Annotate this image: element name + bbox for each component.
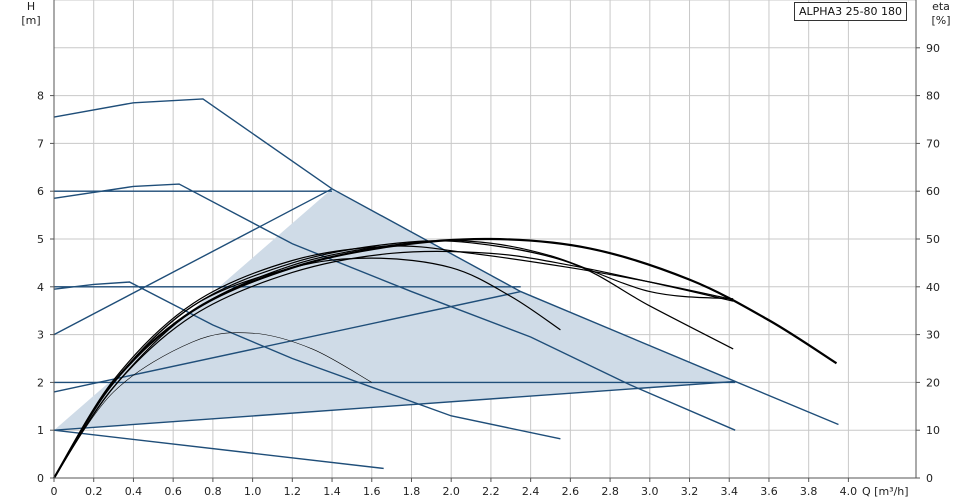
head-curves-layer: [53, 98, 839, 470]
x-tick-label: 1.0: [244, 485, 262, 498]
y-right-axis-unit: [%]: [931, 14, 950, 27]
x-tick-label: 2.6: [562, 485, 580, 498]
y-right-tick-label: 70: [926, 137, 940, 150]
x-tick-label: 4.0: [840, 485, 858, 498]
y-left-axis-name: H: [27, 0, 35, 13]
y-left-tick-label: 7: [37, 137, 44, 150]
y-right-tick-label: 20: [926, 376, 940, 389]
y-left-tick-labels: 0 1 2 3 4 5 6 7 8: [37, 90, 54, 485]
x-tick-label: 0.2: [85, 485, 103, 498]
y-right-axis-name: eta: [932, 0, 950, 13]
head-curve-3: [53, 281, 561, 440]
y-left-tick-label: 1: [37, 424, 44, 437]
x-tick-label: 3.4: [720, 485, 738, 498]
x-tick-label: 2.2: [482, 485, 500, 498]
efficiency-curve-6: [53, 245, 730, 479]
y-left-tick-label: 4: [37, 281, 44, 294]
head-curve-10: [53, 380, 736, 431]
x-tick-label: 3.0: [641, 485, 659, 498]
y-left-tick-label: 8: [37, 90, 44, 103]
x-tick-label: 1.6: [363, 485, 381, 498]
x-tick-label: 2.8: [601, 485, 619, 498]
x-tick-label: 2.4: [522, 485, 540, 498]
y-right-tick-label: 10: [926, 424, 940, 437]
y-right-tick-labels: 0 10 20 30 40 50 60 70 80 90: [916, 42, 940, 485]
x-tick-label: 0: [51, 485, 58, 498]
head-curve-9: [53, 290, 521, 393]
x-axis-label: Q [m³/h]: [862, 485, 909, 498]
efficiency-curve-4: [53, 250, 734, 479]
y-right-tick-label: 80: [926, 90, 940, 103]
y-left-tick-label: 6: [37, 185, 44, 198]
x-tick-label: 3.6: [760, 485, 778, 498]
y-left-tick-label: 5: [37, 233, 44, 246]
y-right-tick-label: 90: [926, 42, 940, 55]
y-left-tick-label: 2: [37, 376, 44, 389]
y-right-tick-label: 50: [926, 233, 940, 246]
x-tick-label: 3.8: [800, 485, 818, 498]
x-tick-label: 0.4: [125, 485, 143, 498]
pump-model-label: ALPHA3 25-80 180: [794, 2, 908, 21]
x-tick-label: 0.8: [204, 485, 222, 498]
y-right-tick-label: 60: [926, 185, 940, 198]
head-curve-8: [53, 188, 333, 336]
efficiency-curve-5: [53, 257, 561, 479]
head-curve-2: [53, 183, 736, 431]
x-tick-label: 1.8: [403, 485, 421, 498]
y-left-tick-label: 3: [37, 329, 44, 342]
x-tick-labels: 0 0.2 0.4 0.6 0.8 1.0 1.2 1.4 1.6 1.8 2.0 2.2 2.4 2.6…: [51, 478, 858, 498]
efficiency-curve-7: [53, 332, 372, 479]
y-right-tick-label: 0: [926, 472, 933, 485]
x-tick-label: 2.0: [442, 485, 460, 498]
x-tick-label: 3.2: [681, 485, 699, 498]
efficiency-curves-layer: [53, 237, 838, 479]
x-tick-label: 1.2: [284, 485, 302, 498]
shaded-region-layer: [54, 188, 736, 431]
y-right-tick-label: 30: [926, 329, 940, 342]
x-tick-label: 1.4: [323, 485, 341, 498]
operating-range-region: [54, 188, 736, 431]
y-left-tick-label: 0: [37, 472, 44, 485]
y-right-tick-label: 40: [926, 281, 940, 294]
head-curve-4: [53, 429, 384, 470]
y-left-axis-unit: [m]: [21, 14, 40, 27]
x-tick-label: 0.6: [164, 485, 182, 498]
